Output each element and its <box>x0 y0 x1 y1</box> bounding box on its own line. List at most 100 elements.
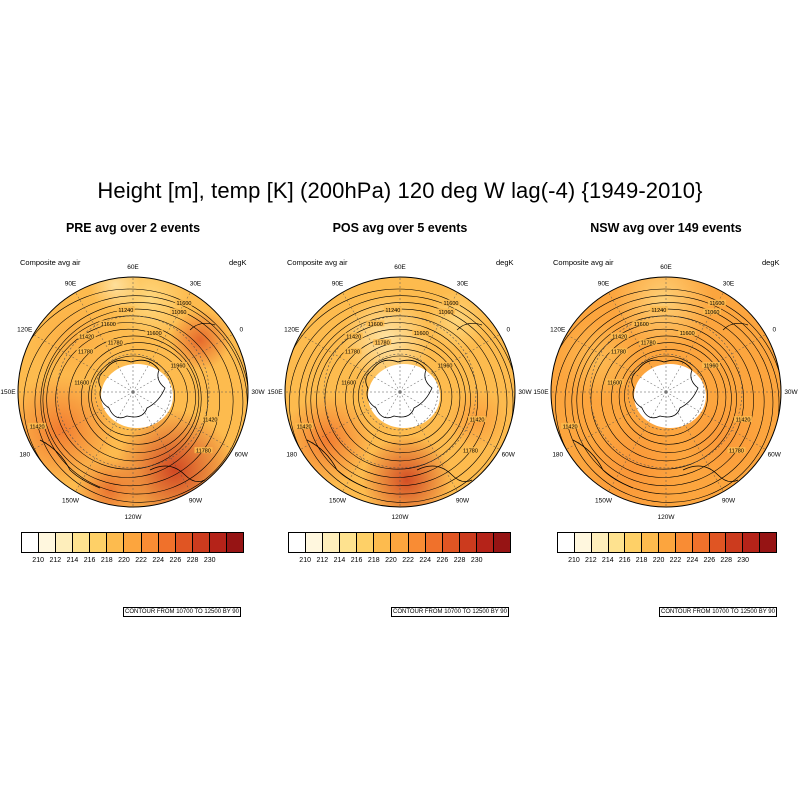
longitude-label: 120W <box>658 514 676 521</box>
longitude-label: 30W <box>251 389 265 396</box>
contour-label: 11600 <box>74 380 89 386</box>
contour-label: 11060 <box>172 310 187 316</box>
colorbar-box <box>760 533 776 552</box>
height-contour <box>571 308 765 495</box>
colorbar-box <box>22 533 40 552</box>
colorbar-box <box>608 533 626 552</box>
colorbar-box <box>591 533 609 552</box>
longitude-line <box>33 334 134 393</box>
colorbar-label: 228 <box>186 557 199 564</box>
longitude-label: 150W <box>329 497 347 504</box>
colorbar-label: 222 <box>402 557 414 564</box>
temperature-anomaly <box>75 455 145 507</box>
contour-label: 11420 <box>30 424 45 430</box>
colorbar-label: 218 <box>367 557 380 564</box>
colorbar-label: 210 <box>568 557 580 564</box>
colorbar-box <box>73 533 91 552</box>
temperature-anomaly <box>558 320 638 400</box>
height-contour <box>582 322 745 478</box>
polar-cap <box>368 364 440 428</box>
contour-label: 11780 <box>729 449 744 455</box>
height-contour <box>618 348 719 445</box>
colorbar-box <box>425 533 443 552</box>
contour-label: 11420 <box>346 334 361 340</box>
contour-label: 11420 <box>297 424 312 430</box>
longitude-line <box>665 391 724 492</box>
longitude-line <box>300 391 401 450</box>
colorbar-box <box>659 533 676 552</box>
colorbar-label: 216 <box>618 557 631 564</box>
contour-label: 11600 <box>177 301 192 307</box>
contour-label: 11600 <box>341 380 356 386</box>
polar-map: 11780 11600 11420 11240 11060 11420 11600 11780… <box>0 264 265 521</box>
contour-info: CONTOUR FROM 10700 TO 12500 BY 90 <box>659 607 777 617</box>
longitude-label: 120W <box>125 514 143 521</box>
temperature-anomaly <box>90 277 140 310</box>
contour-label: 11240 <box>118 308 133 314</box>
colorbar-box <box>192 533 210 552</box>
colorbar-box <box>476 533 494 552</box>
height-contour <box>46 322 209 478</box>
longitude-line <box>665 391 766 450</box>
panel-title: PRE avg over 2 events <box>65 221 201 235</box>
colorbar-label: 210 <box>299 557 311 564</box>
longitude-label: 90E <box>332 281 344 288</box>
contour-label: 11420 <box>563 424 578 430</box>
colorbar-label: 214 <box>333 557 346 564</box>
height-contour <box>285 288 515 507</box>
colorbar-box <box>459 533 477 552</box>
colorbar-box <box>56 533 74 552</box>
height-contour <box>88 348 188 445</box>
colorbar-label: 228 <box>720 557 733 564</box>
panel-pre: PRE avg over 2 events Composite avg air … <box>0 0 266 800</box>
longitude-label: 150W <box>62 497 80 504</box>
longitude-label: 60W <box>235 452 249 459</box>
longitude-label: 90E <box>65 281 77 288</box>
colorbar-label: 222 <box>669 557 682 564</box>
colorbar-labels: 210 212 214 216 218 220 222 224 226 228 230 <box>288 557 511 567</box>
longitude-line <box>608 292 667 393</box>
longitude-label: 120W <box>392 514 410 521</box>
colorbar-box <box>289 533 307 552</box>
main-title: Height [m], temp [K] (200hPa) 120 deg W … <box>97 178 703 203</box>
colorbar-box <box>642 533 660 552</box>
longitude-label: 0 <box>506 327 510 334</box>
height-contour <box>68 335 200 462</box>
coastline <box>365 359 433 419</box>
longitude-label: 90W <box>189 497 203 504</box>
contour-label: 11780 <box>463 449 478 455</box>
colorbar-labels: 210 212 214 216 218 220 222 224 226 228 230 <box>21 557 244 567</box>
right-string: degK <box>496 258 514 267</box>
longitude-label: 90E <box>598 281 610 288</box>
colorbar-box <box>226 533 244 552</box>
height-contour <box>352 348 453 445</box>
longitude-label: 30E <box>457 281 469 288</box>
longitude-label: 30W <box>518 389 532 396</box>
contour-info: CONTOUR FROM 10700 TO 12500 BY 90 <box>123 607 241 617</box>
panel-title: POS avg over 5 events <box>332 221 468 235</box>
longitude-label: 30E <box>723 281 735 288</box>
longitude-label: 90W <box>722 497 736 504</box>
longitude-label: 0 <box>239 327 243 334</box>
contour-label: 11420 <box>612 334 627 340</box>
colorbar-box <box>391 533 409 552</box>
colorbar-label: 226 <box>703 557 716 564</box>
longitude-label: 60E <box>127 264 139 271</box>
height-contour <box>289 295 514 507</box>
height-contour <box>316 322 479 478</box>
contour-label: 11600 <box>710 301 725 307</box>
contour-label: 11600 <box>101 322 116 328</box>
contour-info: CONTOUR FROM 10700 TO 12500 BY 90 <box>391 607 509 617</box>
coastline <box>631 359 699 419</box>
colorbar-box <box>340 533 358 552</box>
colorbar-label: 220 <box>385 557 397 564</box>
colorbar <box>21 532 244 553</box>
colorbar-box <box>357 533 375 552</box>
longitude-label: 90W <box>456 497 470 504</box>
height-contour <box>42 315 221 487</box>
colorbar-box <box>209 533 227 552</box>
colorbar-box <box>107 533 125 552</box>
longitude-label: 120E <box>17 327 33 334</box>
contour-label: 11420 <box>470 418 485 424</box>
longitude-label: 0 <box>772 327 776 334</box>
